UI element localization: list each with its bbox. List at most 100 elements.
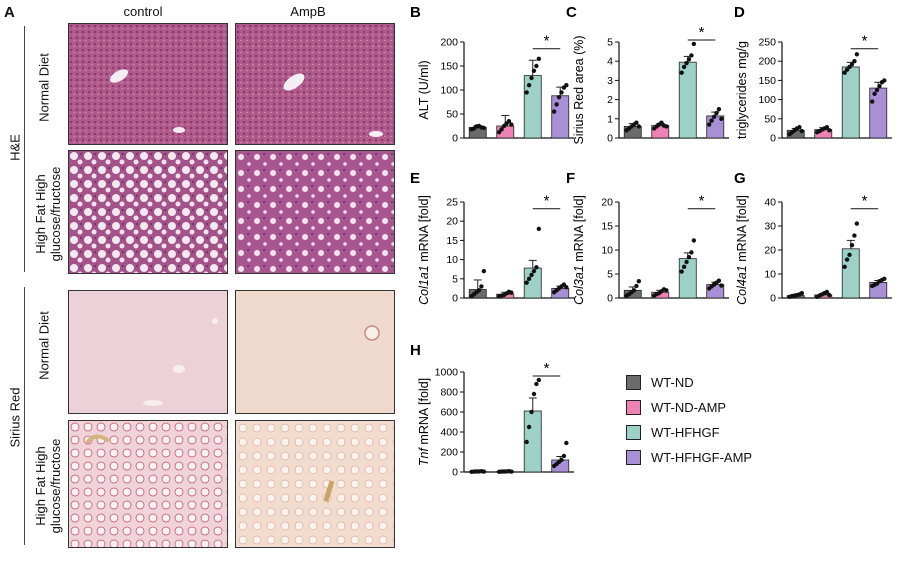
y-tick-label: 200 xyxy=(758,56,776,68)
data-point xyxy=(551,109,557,114)
legend-item-wt-hfhgf-amp: WT-HFHGF-AMP xyxy=(626,450,752,465)
panel-letter-f: F xyxy=(566,170,575,187)
data-point xyxy=(854,221,860,226)
data-point xyxy=(852,59,857,64)
histology-sirius-hfhg-control xyxy=(68,420,228,548)
data-point xyxy=(882,276,887,281)
histology-he-normal-ampb xyxy=(235,23,395,145)
data-point xyxy=(691,41,697,47)
y-tick-label: 0 xyxy=(607,293,613,305)
data-point xyxy=(534,265,539,270)
data-point xyxy=(526,276,532,281)
y-tick-label: 50 xyxy=(764,113,776,125)
data-point xyxy=(534,63,539,69)
data-point xyxy=(877,83,882,89)
data-point xyxy=(679,70,684,75)
y-tick-label: 150 xyxy=(758,75,776,87)
y-tick-label: 0 xyxy=(452,467,458,479)
significance-star: * xyxy=(699,193,705,210)
bar-wt-hfhgf xyxy=(841,66,860,139)
y-tick-label: 100 xyxy=(758,94,776,106)
legend-label: WT-HFHGF xyxy=(651,425,720,440)
data-point xyxy=(664,288,669,293)
y-axis-label: ALT (U/ml) xyxy=(417,60,431,119)
data-point xyxy=(709,118,714,123)
column-header-ampb: AmpB xyxy=(290,4,326,19)
panel-letter-h: H xyxy=(410,342,421,359)
data-point xyxy=(509,469,514,474)
y-tick-label: 200 xyxy=(440,37,458,49)
data-point xyxy=(526,83,532,88)
bar-wt-hfhgf-amp xyxy=(869,87,888,139)
y-tick-label: 0 xyxy=(452,133,458,145)
data-point xyxy=(631,288,637,293)
data-point xyxy=(524,439,529,445)
data-point xyxy=(827,292,832,298)
data-point xyxy=(526,424,532,430)
y-tick-label: 5 xyxy=(607,37,613,49)
data-point xyxy=(854,52,860,57)
bar-wt-hfhgf-amp xyxy=(551,95,570,139)
data-point xyxy=(719,116,724,122)
significance-star: * xyxy=(544,33,550,50)
data-point xyxy=(684,259,689,265)
y-tick-label: 20 xyxy=(601,197,613,209)
data-point xyxy=(706,122,712,127)
data-point xyxy=(842,70,847,75)
data-point xyxy=(559,90,564,95)
panel-letter-c: C xyxy=(566,4,577,21)
y-tick-label: 0 xyxy=(770,133,776,145)
legend-item-wt-nd-amp: WT-ND-AMP xyxy=(626,400,726,415)
data-point xyxy=(849,62,855,67)
y-tick-label: 1000 xyxy=(435,367,459,379)
data-point xyxy=(716,107,722,112)
data-point xyxy=(844,257,850,262)
data-point xyxy=(686,255,692,260)
data-point xyxy=(529,75,534,81)
data-point xyxy=(689,250,694,255)
data-point xyxy=(799,291,805,296)
data-point xyxy=(659,120,664,125)
data-point xyxy=(847,252,852,257)
y-tick-label: 2 xyxy=(607,94,613,106)
y-axis-label: triglycerides mg/g xyxy=(735,41,749,139)
data-point xyxy=(797,125,802,130)
data-point xyxy=(719,283,724,288)
data-point xyxy=(686,57,692,62)
y-tick-label: 0 xyxy=(452,293,458,305)
data-point xyxy=(506,119,512,124)
legend-swatch xyxy=(626,450,641,465)
data-point xyxy=(536,226,542,232)
y-tick-label: 15 xyxy=(446,235,458,247)
y-axis-label: Tnf mRNA [fold] xyxy=(417,378,431,466)
chart-b: B 0 50 100 150 200 ALT (U/ml) * xyxy=(410,4,574,145)
data-point xyxy=(636,279,642,284)
data-point xyxy=(531,68,537,74)
data-point xyxy=(874,87,880,93)
legend-swatch xyxy=(626,375,641,390)
histology-sirius-hfhg-ampb xyxy=(235,420,395,548)
significance-star: * xyxy=(862,33,868,50)
data-point xyxy=(481,469,487,474)
data-point xyxy=(681,264,687,269)
panel-letter-b: B xyxy=(410,4,421,21)
y-tick-label: 5 xyxy=(607,269,613,281)
y-tick-label: 20 xyxy=(764,245,776,257)
y-tick-label: 10 xyxy=(764,269,776,281)
y-tick-label: 0 xyxy=(607,133,613,145)
data-point xyxy=(824,289,830,295)
data-point xyxy=(714,110,719,116)
data-point xyxy=(481,125,487,131)
data-point xyxy=(849,243,855,248)
histology-he-hfhg-ampb xyxy=(235,150,395,274)
data-point xyxy=(664,124,669,129)
panel-letter-d: D xyxy=(734,4,745,21)
sirius-bracket xyxy=(24,287,25,545)
data-point xyxy=(564,440,569,446)
y-tick-label: 20 xyxy=(446,216,458,228)
histology-he-normal-control xyxy=(68,23,228,145)
y-tick-label: 0 xyxy=(770,293,776,305)
data-point xyxy=(882,78,887,83)
data-point xyxy=(529,409,534,415)
